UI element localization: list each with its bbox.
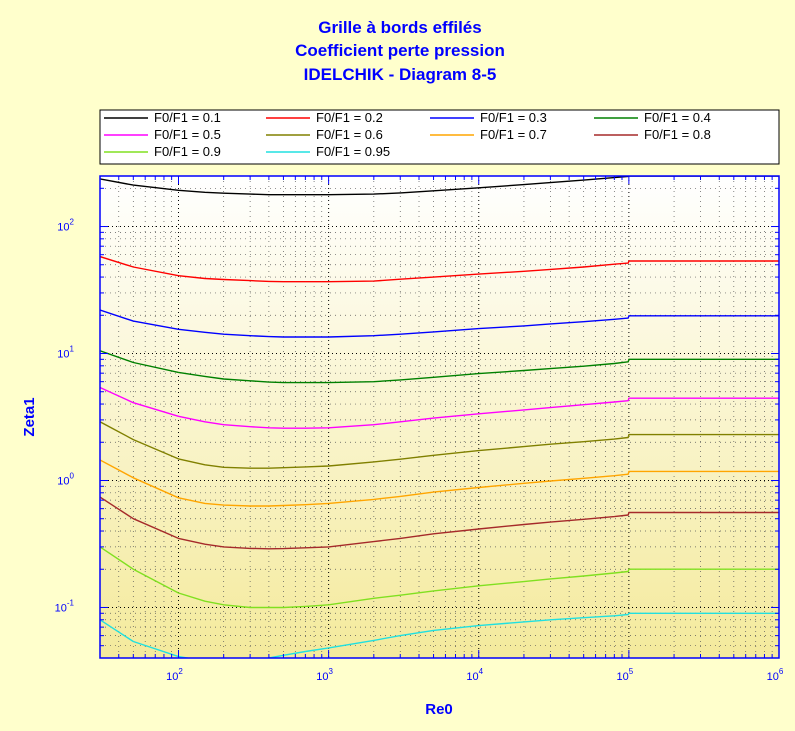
series-line-7 bbox=[100, 459, 779, 507]
y-tick-label: 102 bbox=[57, 218, 74, 234]
series-line-5 bbox=[100, 386, 779, 429]
x-tick-label: 103 bbox=[316, 667, 333, 683]
legend-label: F0/F1 = 0.7 bbox=[480, 127, 547, 142]
series-line-2 bbox=[100, 255, 779, 283]
series-line-10 bbox=[100, 612, 779, 658]
legend-label: F0/F1 = 0.95 bbox=[316, 144, 390, 159]
x-tick-label: 106 bbox=[767, 667, 784, 683]
legend-label: F0/F1 = 0.8 bbox=[644, 127, 711, 142]
grid bbox=[99, 176, 780, 659]
x-tick-label: 102 bbox=[166, 667, 183, 683]
series-line-4 bbox=[100, 350, 779, 384]
series-lines bbox=[100, 176, 779, 658]
y-tick-label: 101 bbox=[57, 345, 74, 361]
chart-title-line-1: Grille à bords effilés bbox=[318, 18, 481, 37]
series-line-3 bbox=[100, 309, 779, 338]
x-tick-label: 104 bbox=[466, 667, 483, 683]
series-line-1 bbox=[100, 176, 779, 196]
legend-label: F0/F1 = 0.5 bbox=[154, 127, 221, 142]
legend-box bbox=[99, 109, 780, 165]
series-line-9 bbox=[100, 546, 779, 609]
x-axis-title: Re0 bbox=[425, 701, 453, 718]
chart-title-line-3: IDELCHIK - Diagram 8-5 bbox=[304, 65, 497, 84]
legend: F0/F1 = 0.1 F0/F1 = 0.2 F0/F1 = 0.3 F0/F1 =… bbox=[104, 110, 711, 159]
plot-frame bbox=[99, 175, 780, 659]
legend-label: F0/F1 = 0.9 bbox=[154, 144, 221, 159]
axis-ticks: 102 103 104 105 106 10-1 100 101 102 bbox=[55, 176, 784, 683]
y-tick-label: 100 bbox=[57, 471, 74, 487]
y-axis-title: Zeta1 bbox=[21, 397, 38, 436]
series-line-6 bbox=[100, 421, 779, 469]
legend-label: F0/F1 = 0.3 bbox=[480, 110, 547, 125]
series-line-8 bbox=[100, 496, 779, 550]
x-tick-label: 105 bbox=[617, 667, 634, 683]
legend-label: F0/F1 = 0.6 bbox=[316, 127, 383, 142]
legend-label: F0/F1 = 0.4 bbox=[644, 110, 711, 125]
chart-title-line-2: Coefficient perte pression bbox=[295, 41, 505, 60]
legend-label: F0/F1 = 0.2 bbox=[316, 110, 383, 125]
legend-label: F0/F1 = 0.1 bbox=[154, 110, 221, 125]
y-tick-label: 10-1 bbox=[55, 598, 75, 614]
